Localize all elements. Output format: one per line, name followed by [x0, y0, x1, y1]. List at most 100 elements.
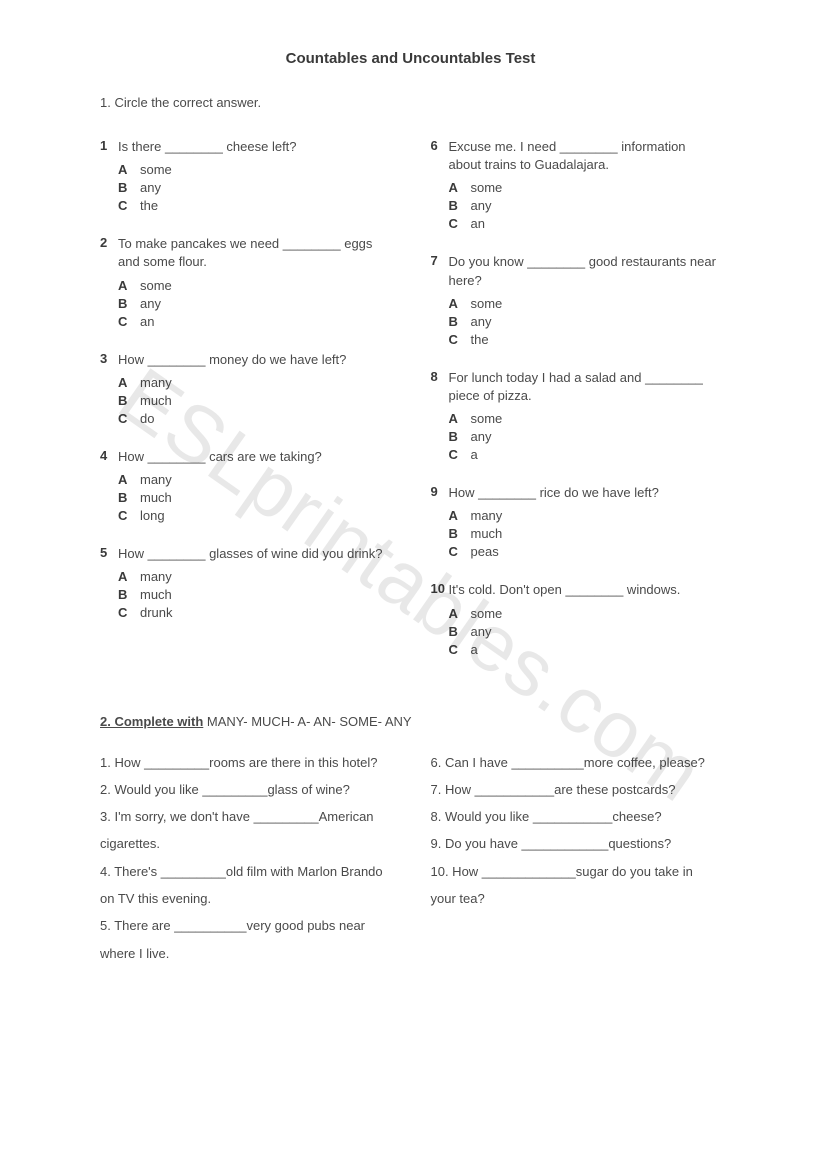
question-text: Is there ________ cheese left? [118, 138, 391, 156]
choice-letter: A [118, 162, 140, 177]
answer-choice[interactable]: Clong [118, 508, 391, 523]
question-number: 7 [431, 253, 449, 268]
answer-choice[interactable]: Amany [118, 472, 391, 487]
choice-letter: C [118, 314, 140, 329]
fill-item: 10. How _____________sugar do you take i… [431, 858, 722, 913]
fill-item: 8. Would you like ___________cheese? [431, 803, 722, 830]
choice-text: some [140, 278, 391, 293]
answer-choice[interactable]: Can [118, 314, 391, 329]
choice-letter: A [118, 569, 140, 584]
choice-letter: A [449, 411, 471, 426]
choice-text: drunk [140, 605, 391, 620]
answer-choice[interactable]: Ca [449, 642, 722, 657]
section2-columns: 1. How _________rooms are there in this … [100, 749, 721, 967]
choice-letter: C [118, 605, 140, 620]
question-text: How ________ glasses of wine did you dri… [118, 545, 391, 563]
answer-choice[interactable]: Bany [449, 624, 722, 639]
answer-choice[interactable]: Amany [118, 569, 391, 584]
choice-text: a [471, 642, 722, 657]
question-block: 7Do you know ________ good restaurants n… [431, 253, 722, 346]
section2-right-column: 6. Can I have __________more coffee, ple… [431, 749, 722, 967]
answer-choice[interactable]: Asome [449, 296, 722, 311]
question-row: 10It's cold. Don't open ________ windows… [431, 581, 722, 599]
answer-choice[interactable]: Bmuch [449, 526, 722, 541]
answer-choice[interactable]: Cthe [118, 198, 391, 213]
answer-choice[interactable]: Asome [449, 606, 722, 621]
choice-letter: C [449, 216, 471, 231]
choice-letter: B [449, 624, 471, 639]
section1-columns: 1Is there ________ cheese left?AsomeBany… [100, 138, 721, 679]
fill-item: 5. There are __________very good pubs ne… [100, 912, 391, 967]
question-block: 8For lunch today I had a salad and _____… [431, 369, 722, 462]
answer-choice[interactable]: Cpeas [449, 544, 722, 559]
answer-choice[interactable]: Bany [118, 296, 391, 311]
choice-letter: B [118, 490, 140, 505]
answer-choice[interactable]: Amany [449, 508, 722, 523]
choice-text: many [140, 375, 391, 390]
choice-text: some [471, 180, 722, 195]
question-block: 1Is there ________ cheese left? Asome Bany… [100, 138, 391, 213]
choice-letter: B [118, 180, 140, 195]
section1-left-column: 1Is there ________ cheese left? Asome Bany… [100, 138, 391, 679]
choice-text: much [140, 393, 391, 408]
choice-text: an [471, 216, 722, 231]
choice-text: any [471, 429, 722, 444]
fill-item: 7. How ___________are these postcards? [431, 776, 722, 803]
answer-choice[interactable]: Bany [449, 314, 722, 329]
choice-text: many [140, 472, 391, 487]
section1-instruction: 1. Circle the correct answer. [100, 95, 721, 110]
choice-text: some [140, 162, 391, 177]
section1-right-column: 6Excuse me. I need ________ information … [431, 138, 722, 679]
question-text: Do you know ________ good restaurants ne… [449, 253, 722, 289]
choice-text: the [140, 198, 391, 213]
fill-item: 1. How _________rooms are there in this … [100, 749, 391, 776]
question-number: 1 [100, 138, 118, 153]
question-number: 8 [431, 369, 449, 384]
answer-choice[interactable]: Bany [118, 180, 391, 195]
choice-text: many [471, 508, 722, 523]
choice-text: do [140, 411, 391, 426]
choice-text: any [471, 624, 722, 639]
question-text: It's cold. Don't open ________ windows. [449, 581, 722, 599]
question-row: 7Do you know ________ good restaurants n… [431, 253, 722, 289]
choice-text: a [471, 447, 722, 462]
question-number: 10 [431, 581, 449, 596]
question-row: 1Is there ________ cheese left? [100, 138, 391, 156]
choice-text: some [471, 411, 722, 426]
choice-letter: C [118, 198, 140, 213]
question-block: 9How ________ rice do we have left? Amany… [431, 484, 722, 559]
choice-letter: B [118, 296, 140, 311]
answer-choice[interactable]: Asome [118, 278, 391, 293]
answer-choice[interactable]: Asome [118, 162, 391, 177]
answer-choice[interactable]: Ca [449, 447, 722, 462]
answer-choice[interactable]: Amany [118, 375, 391, 390]
answer-choice[interactable]: Asome [449, 411, 722, 426]
worksheet-page: ESLprintables.com Countables and Uncount… [0, 0, 821, 1169]
answer-choice[interactable]: Asome [449, 180, 722, 195]
question-block: 3How ________ money do we have left?Aman… [100, 351, 391, 426]
answer-choice[interactable]: Cdo [118, 411, 391, 426]
choice-letter: C [118, 508, 140, 523]
choice-letter: B [118, 393, 140, 408]
question-row: 8For lunch today I had a salad and _____… [431, 369, 722, 405]
answer-choice[interactable]: Bmuch [118, 587, 391, 602]
answer-choice[interactable]: Bany [449, 429, 722, 444]
answer-choice[interactable]: Cdrunk [118, 605, 391, 620]
answer-choice[interactable]: Bmuch [118, 393, 391, 408]
question-number: 3 [100, 351, 118, 366]
answer-choice[interactable]: Cthe [449, 332, 722, 347]
choice-letter: A [449, 508, 471, 523]
question-row: 9How ________ rice do we have left? [431, 484, 722, 502]
question-row: 4How ________ cars are we taking? [100, 448, 391, 466]
question-row: 6Excuse me. I need ________ information … [431, 138, 722, 174]
answer-choice[interactable]: Bmuch [118, 490, 391, 505]
choice-letter: A [449, 606, 471, 621]
section2-left-column: 1. How _________rooms are there in this … [100, 749, 391, 967]
answer-choice[interactable]: Can [449, 216, 722, 231]
choice-letter: C [449, 332, 471, 347]
choice-text: many [140, 569, 391, 584]
choice-letter: B [449, 314, 471, 329]
page-title: Countables and Uncountables Test [100, 50, 721, 67]
answer-choice[interactable]: Bany [449, 198, 722, 213]
question-text: How ________ rice do we have left? [449, 484, 722, 502]
